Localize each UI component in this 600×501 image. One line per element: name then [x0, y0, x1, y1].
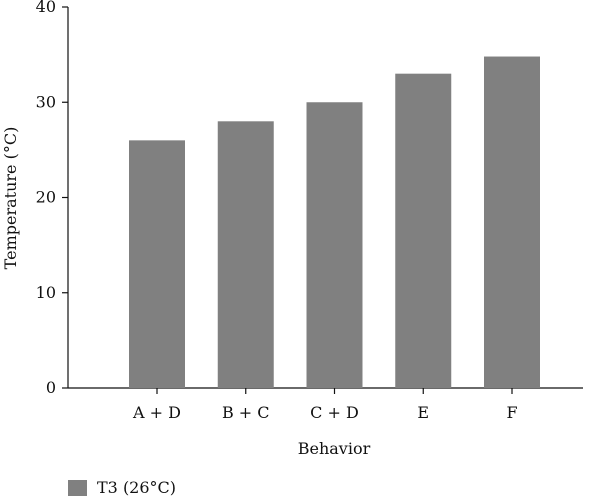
legend-label: T3 (26°C) [97, 478, 177, 497]
x-axis: A + D B + C C + D E F [68, 387, 583, 422]
y-tick-label: 30 [36, 92, 56, 111]
bar [129, 140, 185, 388]
x-axis-title: Behavior [298, 439, 371, 458]
x-tick-label: E [417, 403, 429, 422]
bar [306, 102, 363, 388]
x-tick-label: F [506, 403, 517, 422]
y-axis-title: Temperature (°C) [1, 127, 20, 270]
y-tick-label: 40 [36, 0, 56, 16]
bar [484, 56, 540, 388]
y-tick-label: 0 [46, 378, 56, 397]
bar [217, 121, 274, 389]
x-tick-label: B + C [222, 403, 270, 422]
legend: T3 (26°C) [68, 478, 176, 497]
y-axis: 0 10 20 30 40 [36, 0, 69, 397]
y-tick-label: 20 [36, 188, 56, 207]
x-tick-label: A + D [132, 403, 181, 422]
y-tick-label: 10 [36, 283, 56, 302]
x-tick-label: C + D [310, 403, 359, 422]
bars [129, 56, 540, 389]
bar [395, 73, 452, 389]
legend-swatch [68, 479, 87, 496]
